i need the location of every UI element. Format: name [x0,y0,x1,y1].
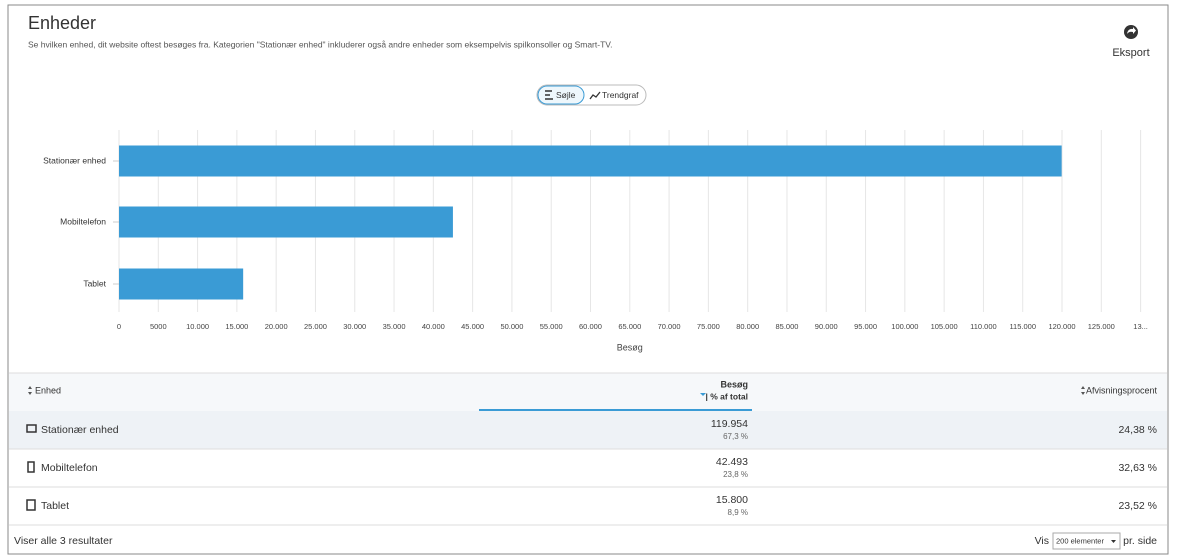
bar [119,268,244,300]
toggle-bar[interactable]: Søjle [537,85,585,105]
subtitle: Se hvilken enhed, dit website oftest bes… [28,39,613,49]
y-tick-label: Mobiltelefon [60,216,106,226]
x-tick-label: 35.000 [383,322,406,331]
per-page-prefix: Vis [1035,535,1049,547]
x-tick-label: 65.000 [618,322,641,331]
bounce-rate: 32,63 % [1118,462,1157,474]
toggle-label: Søjle [556,90,576,100]
visits: 42.493 [716,456,748,468]
x-tick-label: 125.000 [1088,322,1115,331]
bar [119,206,453,238]
x-tick-label: 80.000 [736,322,759,331]
result-summary: Viser alle 3 resultater [14,535,113,547]
x-axis-title: Besøg [617,342,643,352]
select-value: 200 elementer [1056,536,1104,545]
table-body: Stationær enhed 119.954 67,3 % 24,38 % Mobil… [9,411,1167,526]
export-arrow [1127,27,1136,34]
device-name: Tablet [41,500,69,512]
export-icon [1124,25,1138,39]
share: 23,8 % [723,470,748,479]
column-subheader: | % af total [705,391,748,401]
sort-enhed[interactable]: Enhed [28,385,61,395]
device-icon [26,499,36,511]
chart: 0 5000 10.000 15.000 20.000 25.000 30.000 35.00… [43,130,1148,352]
toggle-label: Trendgraf [602,90,639,100]
column-header: Enhed [35,385,61,395]
x-tick-label: 55.000 [540,322,563,331]
trend-icon [589,91,601,100]
column-header: Afvisningsprocent [1086,385,1158,395]
sort-bounce[interactable]: Afvisningsprocent [1081,385,1157,395]
x-tick-label: 120.000 [1048,322,1075,331]
x-tick-label: 100.000 [891,322,918,331]
title: Enheder [28,13,96,33]
x-tick-label: 40.000 [422,322,445,331]
x-tick-label: 45.000 [461,322,484,331]
table-header [9,373,1167,411]
x-tick-label: 30.000 [343,322,366,331]
share: 67,3 % [723,432,748,441]
x-tick-label: 5000 [150,322,167,331]
visits: 119.954 [711,418,748,430]
bar [119,145,1062,177]
x-tick-label: 95.000 [854,322,877,331]
x-tick-label: 115.000 [1009,322,1036,331]
table-row: Stationær enhed 119.954 67,3 % 24,38 % [9,411,1167,450]
x-tick-label: 0 [117,322,121,331]
y-tick-label: Stationær enhed [43,155,106,165]
x-tick-label: 110.000 [970,322,997,331]
device-icon [26,424,37,433]
device-name: Stationær enhed [41,424,119,436]
bounce-rate: 23,52 % [1118,500,1157,512]
device-name: Mobiltelefon [41,462,98,474]
bounce-rate: 24,38 % [1118,424,1157,436]
visits: 15.800 [716,494,748,506]
x-tick-label: 105.000 [931,322,958,331]
x-tick-label: 90.000 [815,322,838,331]
x-tick-label: 85.000 [775,322,798,331]
export-button[interactable]: Eksport [1112,25,1150,59]
table-row: Mobiltelefon 42.493 23,8 % 32,63 % [9,456,1167,488]
select-arrow [1111,540,1116,543]
x-tick-label: 25.000 [304,322,327,331]
row-highlight [9,411,1167,449]
x-tick-label: 60.000 [579,322,602,331]
x-tick-label: 20.000 [265,322,288,331]
select-box [1052,532,1121,550]
x-tick-label: 15.000 [225,322,248,331]
device-icon [27,461,35,473]
x-tick-label: 10.000 [186,322,209,331]
per-page-select[interactable]: 200 elementer [1052,532,1121,550]
column-header: Besøg [720,379,748,389]
table-row: Tablet 15.800 8,9 % 23,52 % [9,494,1167,526]
sort-besog[interactable]: Besøg | % af total [700,379,748,401]
sort-icon [1081,386,1085,395]
export-label: Eksport [1112,47,1149,59]
x-tick-label: 75.000 [697,322,720,331]
share: 8,9 % [728,508,748,517]
x-tick-label: 70.000 [658,322,681,331]
y-tick-label: Tablet [83,278,106,288]
toggle-trend[interactable]: Trendgraf [589,90,639,100]
per-page-suffix: pr. side [1123,535,1157,547]
x-tick-label: 50.000 [500,322,523,331]
x-tick-label: 13... [1133,322,1148,331]
sort-icon [700,393,706,396]
sort-icon [28,386,32,395]
bar-icon [545,90,553,100]
